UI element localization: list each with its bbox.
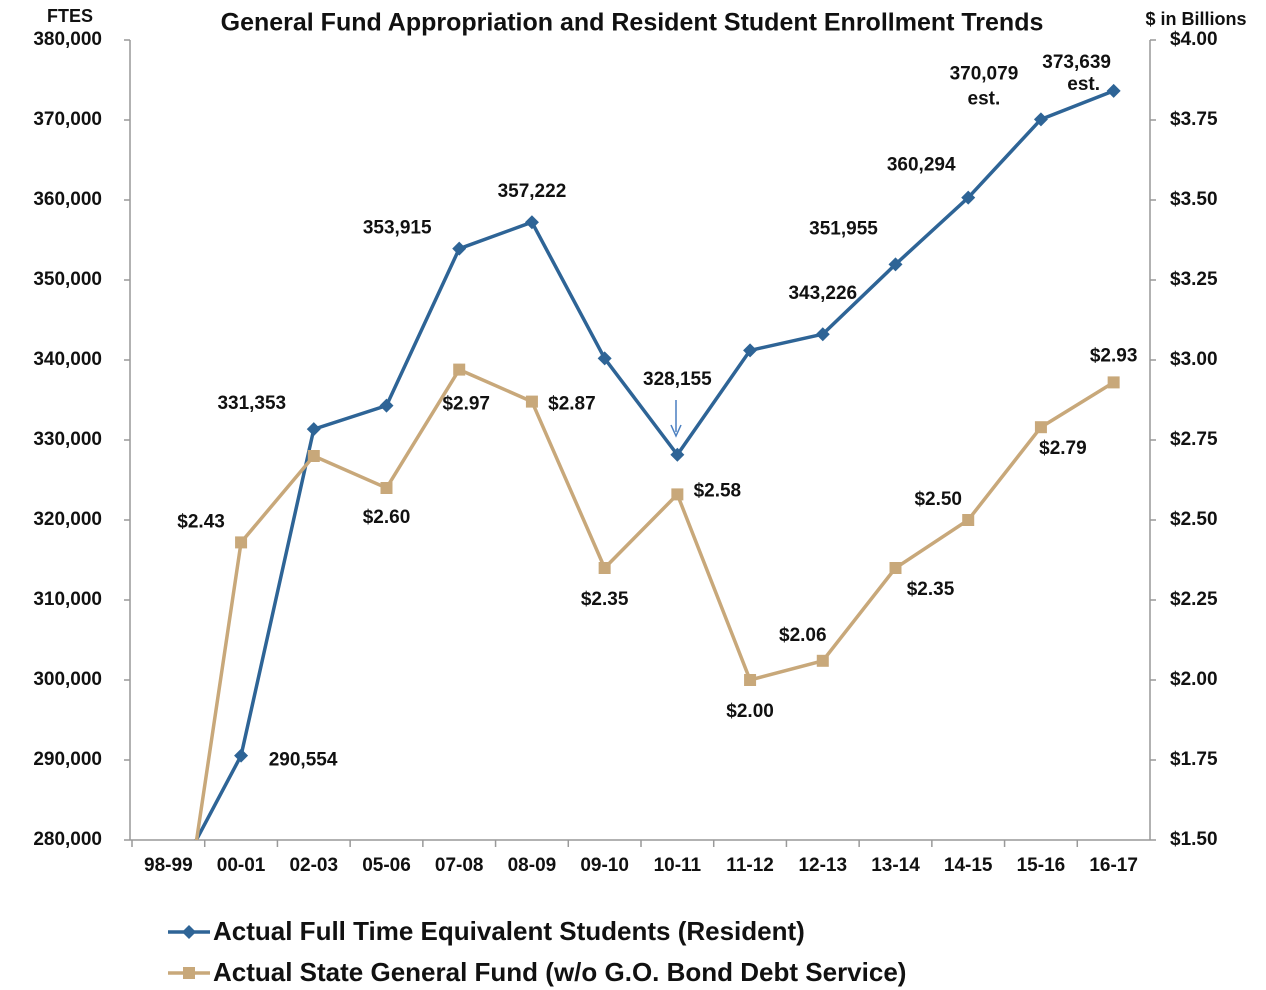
x-tick-label: 02-03 xyxy=(289,855,338,876)
y-tick-label: 380,000 xyxy=(33,29,102,50)
y-tick-label: 360,000 xyxy=(33,189,102,210)
legend-label: Actual State General Fund (w/o G.O. Bond… xyxy=(213,957,906,987)
marker xyxy=(671,488,684,501)
x-tick-label: 98-99 xyxy=(144,855,193,876)
marker xyxy=(670,447,685,462)
x-tick-label: 00-01 xyxy=(217,855,266,876)
y2-tick-label: $1.75 xyxy=(1170,749,1218,770)
y2-tick-label: $2.75 xyxy=(1170,429,1218,450)
data-label: 370,079 xyxy=(950,63,1019,84)
data-label: $2.00 xyxy=(726,701,774,722)
marker xyxy=(744,674,757,686)
data-label: 357,222 xyxy=(498,181,567,202)
marker xyxy=(815,327,830,342)
y2-tick-label: $3.25 xyxy=(1170,269,1218,290)
y-tick-label: 310,000 xyxy=(33,589,102,610)
y2-tick-label: $3.50 xyxy=(1170,189,1218,210)
y-tick-label: 330,000 xyxy=(33,429,102,450)
marker xyxy=(453,363,466,376)
y-tick-label: 280,000 xyxy=(33,829,102,850)
marker xyxy=(888,257,903,272)
marker xyxy=(598,562,611,574)
y-tick-label: 350,000 xyxy=(33,269,102,290)
y2-tick-label: $3.75 xyxy=(1170,109,1218,130)
pointer-arrow xyxy=(670,400,682,438)
marker xyxy=(379,398,394,413)
marker xyxy=(524,215,539,230)
marker xyxy=(1033,112,1048,127)
x-tick-label: 07-08 xyxy=(435,855,484,876)
marker xyxy=(962,514,975,526)
marker xyxy=(235,536,248,549)
y-tick-label: 300,000 xyxy=(33,669,102,690)
data-label: 360,294 xyxy=(887,155,956,176)
data-label: $2.50 xyxy=(914,489,962,510)
y2-tick-label: $2.25 xyxy=(1170,589,1218,610)
data-label: 290,554 xyxy=(269,750,338,771)
marker xyxy=(889,562,902,574)
y-tick-label: 290,000 xyxy=(33,749,102,770)
y2-tick-label: $2.50 xyxy=(1170,509,1218,530)
marker xyxy=(525,395,538,408)
legend-marker xyxy=(182,925,196,939)
marker xyxy=(1106,83,1121,98)
y2-tick-label: $3.00 xyxy=(1170,349,1218,370)
x-tick-label: 09-10 xyxy=(580,855,629,876)
x-tick-label: 05-06 xyxy=(362,855,411,876)
marker xyxy=(452,241,467,256)
data-label: $2.35 xyxy=(581,589,629,610)
y-tick-label: 340,000 xyxy=(33,349,102,370)
data-label: 373,639 xyxy=(1042,52,1111,73)
x-tick-label: 08-09 xyxy=(508,855,557,876)
marker xyxy=(816,654,829,667)
data-label: $2.60 xyxy=(363,507,411,528)
plot-area xyxy=(161,83,1121,900)
chart-title: General Fund Appropriation and Resident … xyxy=(221,9,1044,37)
data-label: 351,955 xyxy=(809,218,878,239)
y2-axis-title: $ in Billions xyxy=(1145,9,1246,29)
marker xyxy=(597,351,612,366)
marker xyxy=(743,343,758,358)
x-tick-label: 15-16 xyxy=(1017,855,1066,876)
y2-tick-label: $4.00 xyxy=(1170,29,1218,50)
y-tick-label: 320,000 xyxy=(33,509,102,530)
data-label: $2.06 xyxy=(779,625,827,646)
marker xyxy=(1107,376,1120,389)
annotation: est. xyxy=(1067,74,1100,95)
data-label: 331,353 xyxy=(217,393,286,414)
marker xyxy=(961,190,976,205)
series-line xyxy=(194,89,1115,840)
data-label: 328,155 xyxy=(643,369,712,390)
x-tick-label: 16-17 xyxy=(1089,855,1138,876)
legend-marker xyxy=(183,967,195,979)
marker xyxy=(307,450,320,462)
marker xyxy=(161,886,175,900)
series-line xyxy=(194,367,1115,840)
marker xyxy=(306,422,321,437)
data-label: $2.43 xyxy=(177,511,225,532)
y2-tick-label: $2.00 xyxy=(1170,669,1218,690)
data-label: 353,915 xyxy=(363,218,432,239)
x-tick-label: 11-12 xyxy=(726,855,774,876)
data-label: $2.97 xyxy=(442,394,490,415)
x-tick-label: 14-15 xyxy=(944,855,993,876)
y-tick-label: 370,000 xyxy=(33,109,102,130)
data-label: $2.79 xyxy=(1039,438,1087,459)
x-tick-label: 12-13 xyxy=(798,855,847,876)
x-tick-label: 10-11 xyxy=(654,855,702,876)
data-label: $2.93 xyxy=(1090,345,1138,366)
annotation: est. xyxy=(968,88,1001,109)
marker xyxy=(380,482,393,494)
marker xyxy=(234,748,249,763)
marker xyxy=(1034,421,1047,434)
legend-label: Actual Full Time Equivalent Students (Re… xyxy=(213,916,805,946)
x-tick-label: 13-14 xyxy=(871,855,920,876)
data-label: $2.87 xyxy=(548,394,596,415)
data-label: $2.58 xyxy=(694,480,742,501)
y2-tick-label: $1.50 xyxy=(1170,829,1218,850)
y-axis-title: FTES xyxy=(47,6,93,26)
data-label: $2.35 xyxy=(907,579,955,600)
data-label: 343,226 xyxy=(788,283,857,304)
